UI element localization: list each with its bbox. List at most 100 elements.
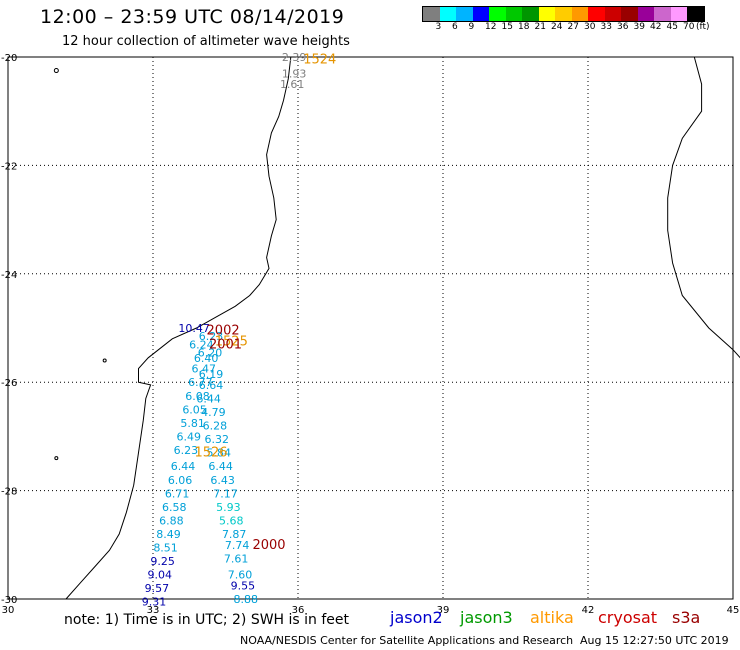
island-shape	[102, 358, 107, 363]
wave-height-value: 5.93	[216, 501, 241, 514]
page-subtitle: 12 hour collection of altimeter wave hei…	[62, 34, 350, 49]
wave-height-value: 9.57	[145, 582, 170, 595]
scale-label: (ft)	[696, 22, 710, 32]
footer-note: note: 1) Time is in UTC; 2) SWH is in fe…	[64, 612, 350, 628]
wave-height-value: 6.06	[168, 474, 193, 487]
wave-height-value: 6.28	[203, 420, 228, 433]
scale-swatch	[423, 7, 440, 21]
scale-swatch	[555, 7, 572, 21]
wave-height-value: 10.47	[178, 322, 210, 335]
page-title: 12:00 – 23:59 UTC 08/14/2019	[40, 6, 345, 28]
wave-height-value: 9.04	[148, 569, 173, 582]
scale-swatch	[654, 7, 671, 21]
scale-swatch	[670, 7, 687, 21]
wave-height-value: 6.58	[162, 501, 187, 514]
scale-label: 3	[435, 22, 442, 32]
scale-swatch	[604, 7, 621, 21]
scale-swatch	[538, 7, 555, 21]
map-frame	[7, 56, 734, 600]
wave-height-value: 6.44	[171, 460, 196, 473]
wave-height-value: 6.08	[185, 390, 210, 403]
coastline-africa	[65, 56, 292, 600]
credit-timestamp: Aug 15 12:27:50 UTC 2019	[580, 634, 729, 647]
wave-height-value: 6.40	[194, 352, 219, 365]
scale-swatch	[588, 7, 605, 21]
credit-line: NOAA/NESDIS Center for Satellite Applica…	[240, 634, 574, 647]
scale-label: 12	[485, 22, 497, 32]
satellite-legend-jason2: jason2	[390, 608, 443, 627]
lat-tick-label: -28	[1, 487, 17, 498]
wave-height-value: 6.49	[177, 430, 202, 443]
wave-height-value: 6.05	[182, 403, 207, 416]
wave-height-value: 8.88	[234, 593, 259, 606]
scale-label: 9	[468, 22, 475, 32]
wave-height-value: 5.68	[219, 514, 244, 527]
lat-tick-label: -30	[1, 595, 17, 606]
scale-label: 24	[551, 22, 563, 32]
lon-tick-label: 42	[582, 605, 595, 616]
wave-height-value: 8.49	[156, 528, 181, 541]
scale-label: 18	[518, 22, 530, 32]
coastline-madagascar	[667, 56, 740, 359]
wave-height-value: 6.23	[174, 444, 199, 457]
wave-height-value: 6.19	[199, 368, 224, 381]
wave-height-value: 6.88	[159, 514, 184, 527]
scale-swatch	[489, 7, 506, 21]
pass-time-label: 2001	[209, 337, 242, 352]
wave-height-value: 6.77	[188, 376, 213, 389]
wave-height-value: 7.74	[225, 539, 250, 552]
scale-label: 36	[617, 22, 629, 32]
scale-label: 21	[534, 22, 546, 32]
scale-label: 39	[633, 22, 645, 32]
lat-tick-label: -24	[1, 270, 17, 281]
wave-height-value: 6.20	[198, 346, 223, 359]
island-shape	[54, 456, 59, 461]
pass-time-label: 1525	[215, 335, 248, 350]
wave-height-value: 7.87	[222, 528, 247, 541]
scale-swatch	[637, 7, 654, 21]
scale-swatch	[472, 7, 489, 21]
lat-tick-label: -26	[1, 378, 17, 389]
pass-time-label: 1526	[194, 446, 227, 461]
wave-height-value: 5.81	[180, 417, 205, 430]
wave-height-value: 6.23	[199, 330, 224, 343]
wave-height-value: 7.60	[228, 569, 253, 582]
scale-label: 45	[666, 22, 678, 32]
lon-tick-label: 45	[727, 605, 740, 616]
lon-tick-label: 33	[147, 605, 160, 616]
scale-label: 27	[567, 22, 579, 32]
satellite-legend-s3a: s3a	[672, 608, 701, 627]
scale-label: 6	[452, 22, 458, 32]
wave-height-value: 5.84	[206, 447, 231, 460]
scale-swatch	[439, 7, 456, 21]
wave-height-value: 6.24	[189, 338, 214, 351]
satellite-legend-altika: altika	[530, 608, 574, 627]
wave-height-value: 8.51	[153, 542, 178, 555]
scale-label: 33	[600, 22, 612, 32]
lat-tick-label: -22	[1, 161, 17, 172]
color-scale-bar	[422, 6, 705, 22]
pass-time-label: 2000	[252, 538, 285, 553]
satellite-legend-jason3: jason3	[460, 608, 513, 627]
wave-height-value: 7.61	[224, 552, 249, 565]
wave-height-value: 6.47	[192, 363, 217, 376]
wave-height-value: 7.17	[213, 487, 238, 500]
wave-height-value: 6.71	[165, 487, 190, 500]
scale-label: 42	[650, 22, 662, 32]
lat-tick-label: -20	[1, 53, 17, 64]
scale-swatch	[687, 7, 704, 21]
wave-height-value: 6.64	[199, 379, 224, 392]
island-shape	[53, 68, 59, 74]
lon-tick-label: 39	[437, 605, 450, 616]
satellite-legend-cryosat: cryosat	[598, 608, 658, 627]
wave-height-value: 9.55	[231, 579, 256, 592]
wave-height-value: 6.43	[210, 474, 235, 487]
wave-height-value: 2.39	[282, 51, 307, 64]
pass-time-label: 1524	[303, 53, 336, 68]
lon-tick-label: 36	[292, 605, 305, 616]
scale-label: 30	[584, 22, 596, 32]
wave-height-value: 1.61	[280, 78, 305, 91]
scale-label: 15	[501, 22, 513, 32]
wave-height-value: 6.44	[208, 460, 233, 473]
